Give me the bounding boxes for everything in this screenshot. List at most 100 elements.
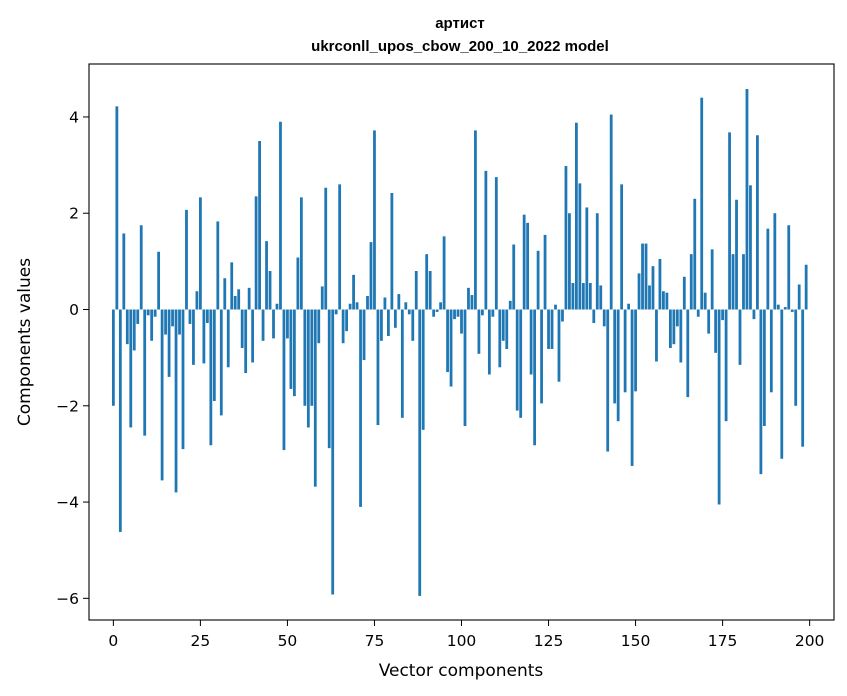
bar-76 <box>376 309 380 426</box>
bar-25 <box>199 197 202 310</box>
bar-105 <box>477 309 481 354</box>
bar-109 <box>491 309 495 317</box>
bar-130 <box>564 166 568 310</box>
bar-51 <box>289 309 293 389</box>
bar-183 <box>749 185 752 310</box>
bar-10 <box>146 309 150 316</box>
bar-160 <box>668 309 672 349</box>
bar-35 <box>233 296 237 310</box>
bar-53 <box>296 257 300 310</box>
bar-104 <box>474 130 477 310</box>
bar-75 <box>373 130 376 310</box>
bar-122 <box>536 250 540 310</box>
bar-81 <box>393 309 397 328</box>
bar-182 <box>745 89 749 310</box>
x-tick-label: 175 <box>708 632 738 650</box>
bar-13 <box>157 251 161 310</box>
bar-101 <box>463 309 467 427</box>
bar-196 <box>794 309 798 406</box>
bar-93 <box>435 309 439 312</box>
bar-41 <box>254 196 258 310</box>
bar-84 <box>404 302 408 310</box>
bar-150 <box>634 309 637 392</box>
bar-167 <box>693 198 697 310</box>
bar-195 <box>790 309 794 312</box>
bar-56 <box>306 309 310 428</box>
bar-23 <box>192 309 195 365</box>
bar-191 <box>776 304 780 310</box>
bar-137 <box>588 283 592 310</box>
y-tick-label: 0 <box>69 301 79 319</box>
bar-166 <box>689 254 693 310</box>
bar-111 <box>498 309 502 368</box>
bar-163 <box>679 309 683 363</box>
bar-131 <box>568 213 571 310</box>
bar-168 <box>696 309 700 317</box>
bar-92 <box>432 309 436 317</box>
bar-199 <box>804 264 808 310</box>
bar-40 <box>251 309 255 363</box>
bar-39 <box>247 287 251 310</box>
bar-97 <box>449 309 453 387</box>
bar-46 <box>272 309 275 339</box>
bar-63 <box>331 309 335 595</box>
bar-42 <box>258 141 261 310</box>
bar-129 <box>561 309 564 322</box>
bar-30 <box>216 221 220 310</box>
bar-141 <box>602 309 606 327</box>
y-tick-label: 4 <box>69 108 79 126</box>
bar-27 <box>205 309 209 323</box>
bar-67 <box>345 309 349 332</box>
bar-134 <box>578 183 582 310</box>
bar-19 <box>178 309 181 335</box>
bar-117 <box>519 309 523 418</box>
bar-72 <box>362 309 366 361</box>
bar-24 <box>195 291 199 310</box>
bar-54 <box>299 197 303 310</box>
bar-165 <box>686 309 690 398</box>
bar-172 <box>710 249 714 310</box>
bar-174 <box>717 309 721 505</box>
bars-group <box>111 89 808 596</box>
bar-9 <box>143 309 147 436</box>
bar-11 <box>150 309 154 341</box>
bar-185 <box>756 135 759 310</box>
y-axis-label: Components values <box>15 258 35 426</box>
bar-47 <box>275 303 279 310</box>
bar-179 <box>735 199 738 310</box>
bar-12 <box>153 309 157 317</box>
bar-36 <box>237 289 241 310</box>
bar-184 <box>752 309 756 320</box>
bar-14 <box>160 309 164 481</box>
bar-60 <box>320 286 324 310</box>
bar-85 <box>407 309 411 315</box>
x-axis-label: Vector components <box>379 661 544 681</box>
bar-69 <box>352 274 355 310</box>
bar-175 <box>721 309 724 321</box>
bar-120 <box>529 309 533 375</box>
bar-161 <box>672 309 676 345</box>
bar-18 <box>174 309 178 493</box>
bar-22 <box>188 309 192 324</box>
bar-78 <box>383 297 387 310</box>
bar-193 <box>783 307 787 310</box>
bar-146 <box>620 184 624 310</box>
bar-171 <box>707 309 711 334</box>
bar-176 <box>724 309 728 422</box>
bar-43 <box>261 309 265 341</box>
bar-110 <box>494 177 498 310</box>
bar-4 <box>125 309 129 345</box>
bar-151 <box>637 273 641 310</box>
bar-114 <box>508 300 512 310</box>
x-tick-label: 100 <box>447 632 477 650</box>
y-tick-label: 2 <box>69 205 79 223</box>
bar-100 <box>460 309 463 334</box>
bar-144 <box>613 309 617 404</box>
bar-68 <box>348 303 352 310</box>
bar-194 <box>787 225 791 310</box>
bar-89 <box>421 309 425 430</box>
bar-153 <box>644 243 648 310</box>
bar-126 <box>550 309 554 349</box>
chart-title: артист <box>435 15 485 32</box>
bar-65 <box>338 184 342 310</box>
